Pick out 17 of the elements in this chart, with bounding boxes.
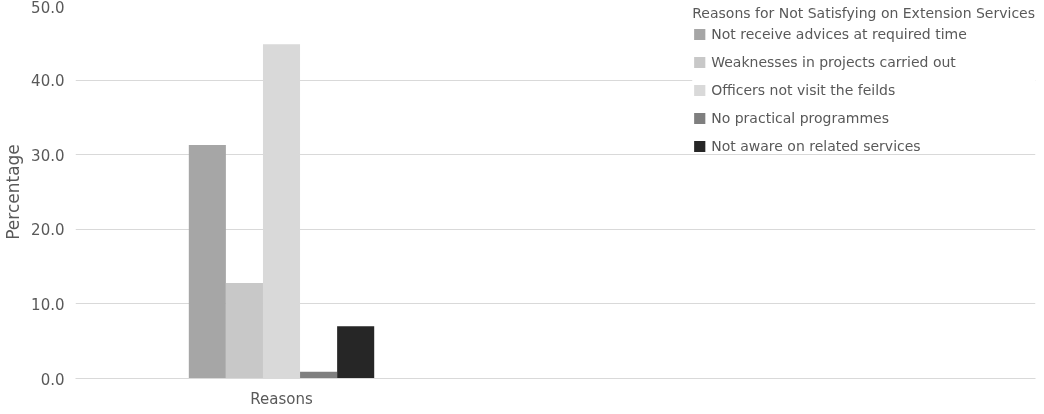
legend-title: Reasons for Not Satisfying on Extension Services xyxy=(692,5,1035,21)
y-tick-label: 30.0 xyxy=(31,146,65,165)
y-axis-title: Percentage xyxy=(3,144,24,240)
legend-label: Not receive advices at required time xyxy=(711,26,967,42)
y-tick-label: 10.0 xyxy=(31,295,65,314)
y-tick-label: 40.0 xyxy=(31,72,65,91)
y-tick-label: 20.0 xyxy=(31,221,65,240)
legend-label: Not aware on related services xyxy=(711,138,921,154)
bar xyxy=(188,145,226,379)
bar xyxy=(337,326,375,379)
legend-label: Officers not visit the feilds xyxy=(711,82,896,98)
bar xyxy=(225,283,263,379)
y-tick-label: 50.0 xyxy=(31,0,65,17)
y-tick-label: 0.0 xyxy=(40,370,65,389)
legend-label: Weaknesses in projects carried out xyxy=(711,54,956,70)
x-tick-label: Reasons xyxy=(250,389,313,408)
legend-label: No practical programmes xyxy=(711,110,889,126)
